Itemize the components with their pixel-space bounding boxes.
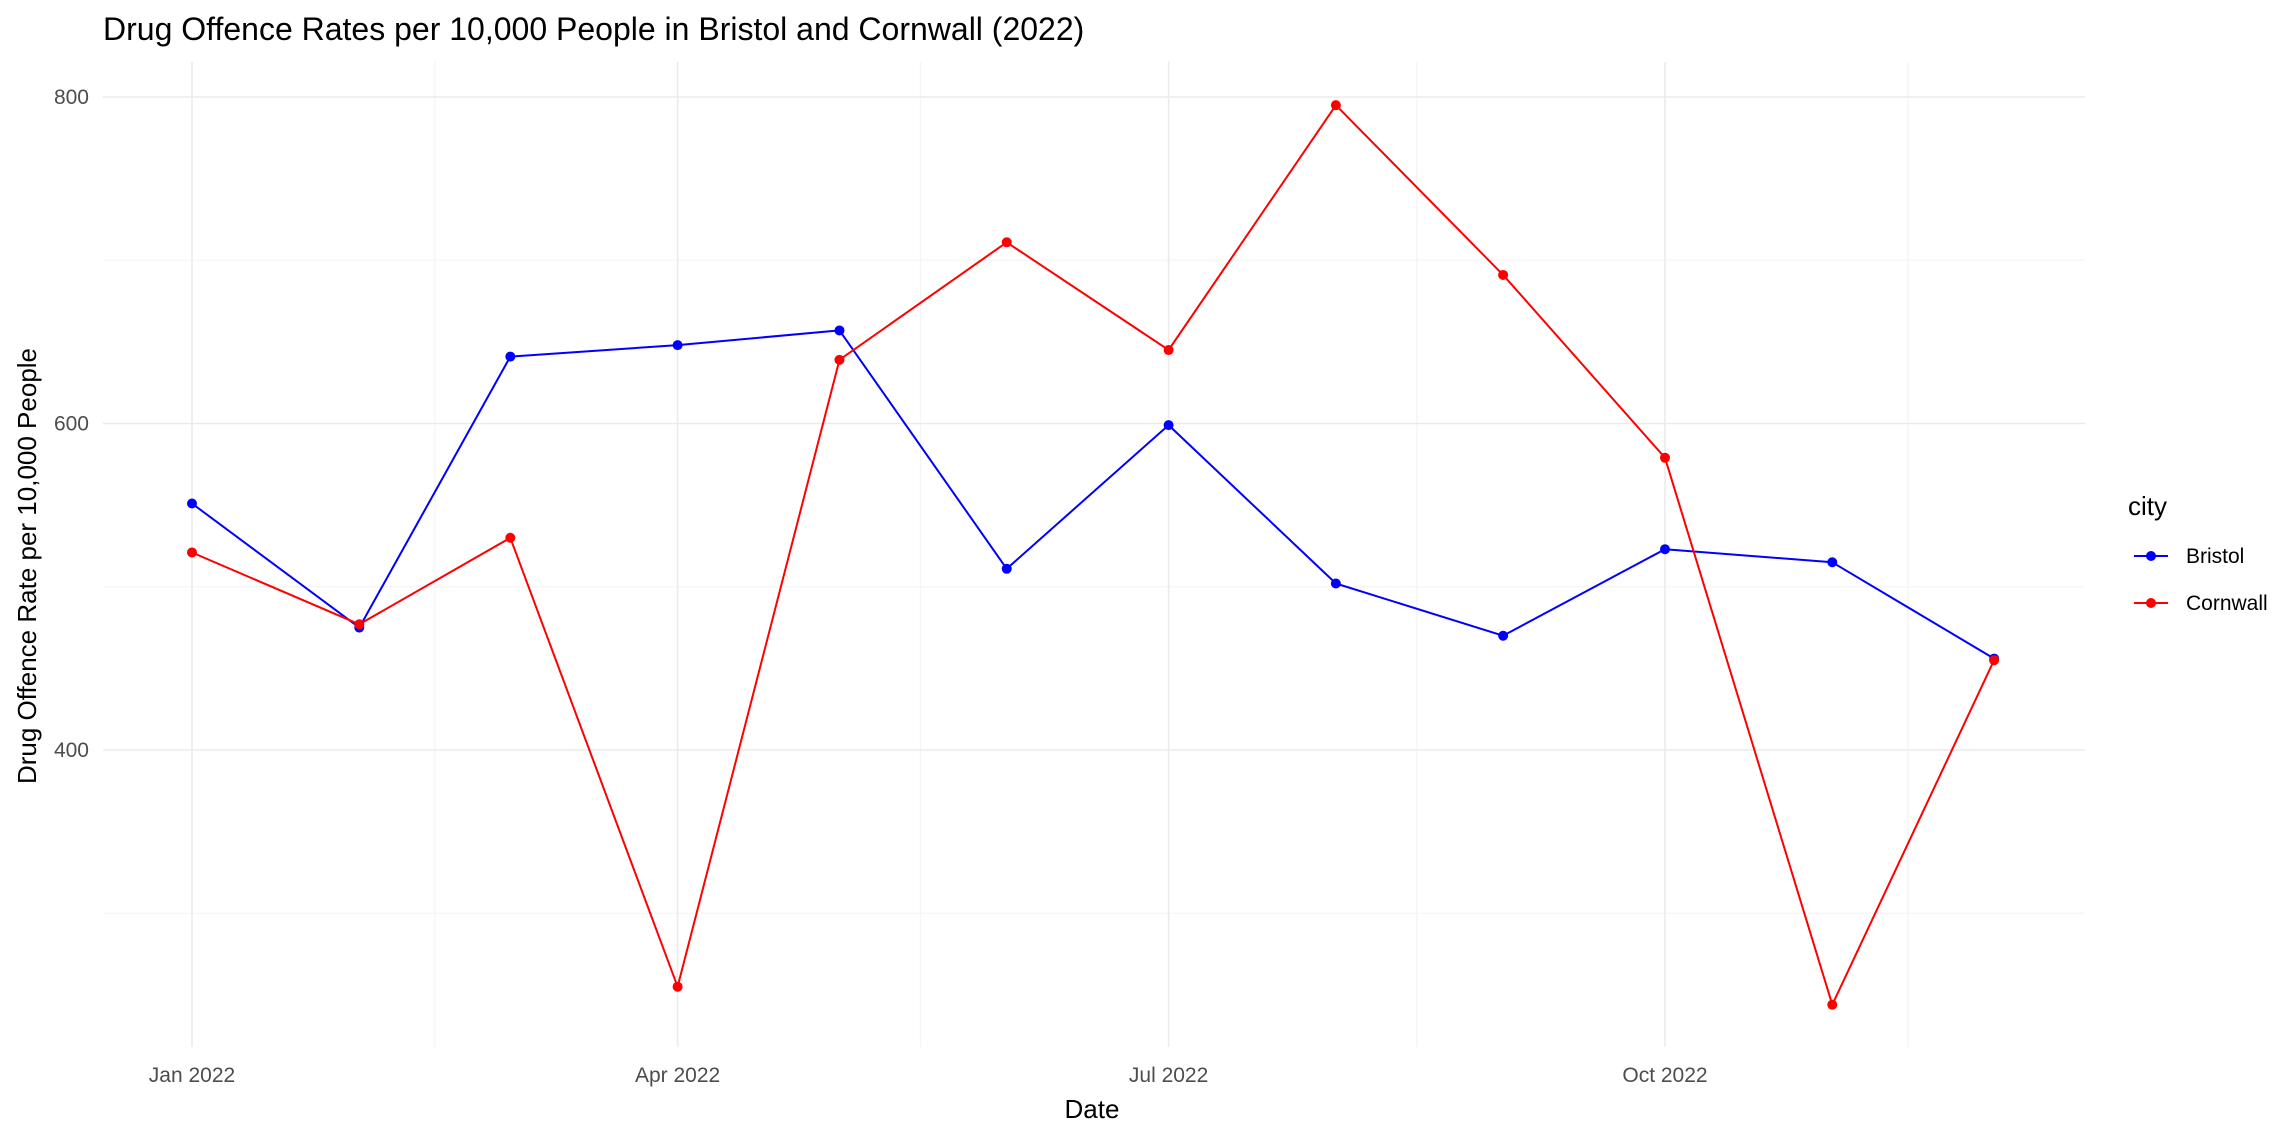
- data-point-bristol: [1163, 420, 1174, 431]
- data-point-bristol: [834, 325, 845, 336]
- data-point-bristol: [187, 498, 197, 509]
- y-tick-label: 400: [54, 739, 89, 762]
- data-point-cornwall: [672, 981, 683, 992]
- data-point-bristol: [672, 340, 683, 351]
- x-tick-label: Oct 2022: [1622, 1064, 1707, 1087]
- data-point-bristol: [1330, 578, 1341, 589]
- data-point-cornwall: [505, 532, 516, 543]
- data-point-cornwall: [354, 619, 365, 630]
- data-point-cornwall: [834, 354, 845, 365]
- legend-title: city: [2128, 491, 2167, 521]
- series-line-cornwall: [191, 104, 1996, 1006]
- data-point-bristol: [505, 351, 516, 362]
- data-point-bristol: [1660, 544, 1670, 555]
- y-tick-label: 600: [54, 413, 89, 436]
- y-tick-labels: 400 600 800: [54, 86, 89, 762]
- legend: city Bristol Cornwall: [2128, 491, 2268, 615]
- x-axis-title: Date: [1065, 1094, 1120, 1124]
- data-point-cornwall: [1163, 345, 1174, 356]
- y-axis-title: Drug Offence Rate per 10,000 People: [12, 348, 42, 784]
- chart-title: Drug Offence Rates per 10,000 People in …: [103, 11, 1084, 47]
- major-gridlines: [103, 62, 2085, 1047]
- legend-label-bristol: Bristol: [2186, 545, 2244, 568]
- data-point-cornwall: [1827, 999, 1838, 1010]
- minor-gridlines: [103, 62, 2085, 1047]
- data-point-bristol: [1001, 563, 1012, 574]
- x-tick-label: Apr 2022: [635, 1064, 720, 1087]
- data-point-cornwall: [1001, 237, 1012, 248]
- data-point-bristol: [1498, 630, 1509, 641]
- data-point-cornwall: [187, 547, 197, 558]
- x-tick-labels: Jan 2022 Apr 2022 Jul 2022 Oct 2022: [149, 1064, 1708, 1087]
- legend-key-point-cornwall: [2146, 598, 2156, 608]
- data-point-cornwall: [1989, 655, 2000, 666]
- data-point-bristol: [1827, 557, 1838, 568]
- legend-key-point-bristol: [2146, 551, 2156, 561]
- data-point-cornwall: [1498, 269, 1509, 280]
- y-tick-label: 800: [54, 86, 89, 109]
- legend-label-cornwall: Cornwall: [2186, 592, 2268, 615]
- data-point-cornwall: [1330, 100, 1341, 111]
- legend-items: Bristol Cornwall: [2134, 545, 2268, 615]
- x-tick-label: Jan 2022: [149, 1064, 235, 1087]
- x-tick-label: Jul 2022: [1129, 1064, 1208, 1087]
- data-point-cornwall: [1660, 452, 1670, 463]
- series-layer: [187, 100, 2000, 1010]
